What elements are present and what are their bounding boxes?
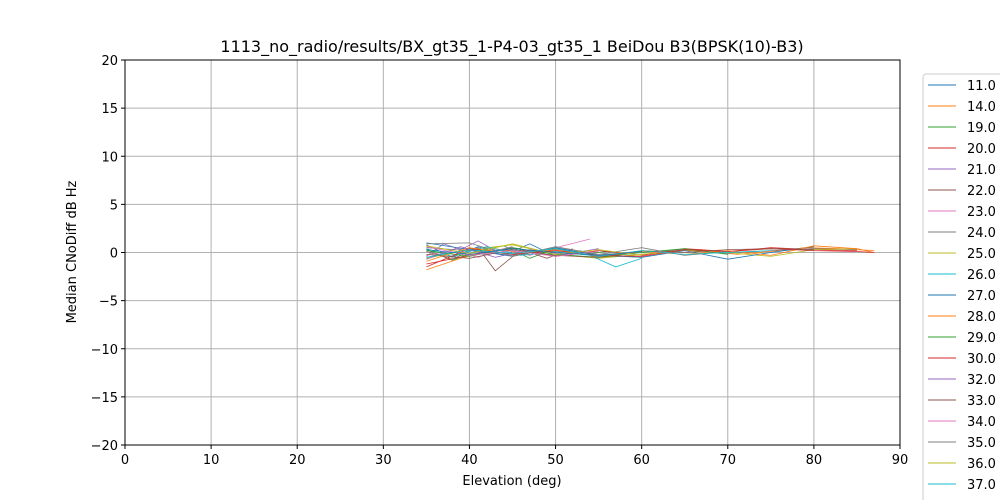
y-tick-label: 5 (110, 198, 118, 213)
series-line-41-0 (426, 248, 642, 256)
legend-label: 28.0 (967, 310, 996, 325)
y-tick-label: −20 (91, 439, 118, 454)
x-tick-label: 0 (121, 453, 129, 468)
x-tick-label: 80 (806, 453, 823, 468)
legend-label: 14.0 (967, 100, 996, 115)
legend-label: 32.0 (967, 373, 996, 388)
legend-label: 37.0 (967, 478, 996, 493)
legend-label: 35.0 (967, 436, 996, 451)
legend: 11.0 14.0 19.0 20.0 21.0 22.0 23.0 24.0 25.0 26.0… (922, 73, 1000, 504)
legend-label: 30.0 (967, 352, 996, 367)
legend-label: 34.0 (967, 415, 996, 430)
x-tick-label: 10 (203, 453, 220, 468)
y-tick-label: 10 (101, 150, 118, 165)
x-tick-label: 60 (633, 453, 650, 468)
x-tick-label: 20 (289, 453, 306, 468)
series-line-33-0 (426, 248, 814, 259)
x-tick-label: 70 (720, 453, 737, 468)
series-line-30-0 (426, 248, 875, 268)
series-line-25-0 (426, 244, 857, 259)
series-line-36-0 (426, 243, 642, 256)
x-tick-label: 90 (892, 453, 909, 468)
x-tick-label: 40 (461, 453, 478, 468)
series-lines (426, 238, 875, 272)
y-tick-label: 15 (101, 102, 118, 117)
legend-label: 22.0 (967, 184, 996, 199)
legend-label: 33.0 (967, 394, 996, 409)
series-line-37-0 (426, 248, 771, 258)
x-axis-label: Elevation (deg) (462, 474, 561, 489)
y-axis-label: Median CNoDiff dB Hz (65, 180, 80, 323)
legend-label: 20.0 (967, 142, 996, 157)
y-tick-label: −15 (91, 391, 118, 406)
y-tick-label: −5 (99, 295, 118, 310)
legend-box (922, 73, 1000, 504)
x-tick-label: 50 (547, 453, 564, 468)
y-tick-label: −10 (91, 343, 118, 358)
legend-label: 23.0 (967, 205, 996, 220)
legend-label: 27.0 (967, 289, 996, 304)
legend-label: 29.0 (967, 331, 996, 346)
y-tick-label: 20 (101, 54, 118, 69)
series-line-22-0 (426, 247, 573, 272)
legend-label: 36.0 (967, 457, 996, 472)
legend-label: 26.0 (967, 268, 996, 283)
x-tick-label: 30 (375, 453, 392, 468)
y-tick-label: 0 (110, 247, 118, 262)
legend-label: 21.0 (967, 163, 996, 178)
legend-label: 24.0 (967, 226, 996, 241)
legend-label: 25.0 (967, 247, 996, 262)
chart-title: 1113_no_radio/results/BX_gt35_1-P4-03_gt… (220, 37, 803, 57)
legend-label: 11.0 (967, 79, 996, 94)
legend-label: 19.0 (967, 121, 996, 136)
